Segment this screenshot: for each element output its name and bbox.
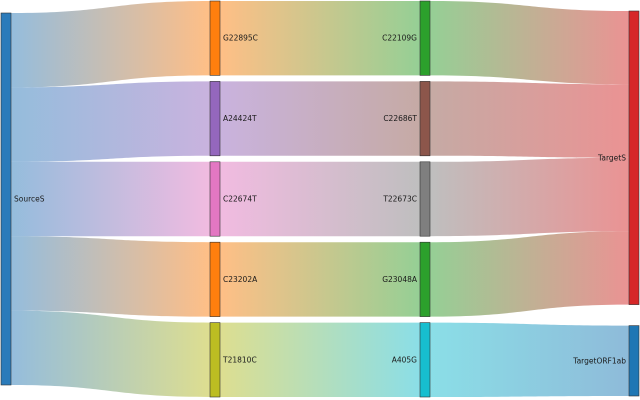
label-TargetS: TargetS xyxy=(597,153,626,162)
label-G22895C: G22895C xyxy=(223,34,258,43)
link-A24424T-to-C22686T xyxy=(220,81,420,156)
node-G22895C xyxy=(209,0,221,76)
label-SourceS: SourceS xyxy=(14,195,45,204)
label-C22674T: C22674T xyxy=(223,195,257,204)
link-G23048A-to-TargetS xyxy=(430,231,629,317)
node-C22686T xyxy=(419,81,431,157)
link-SourceS-to-T21810C xyxy=(11,310,210,397)
node-C22674T xyxy=(209,161,221,237)
link-T21810C-to-A405G xyxy=(220,322,420,397)
node-SourceS xyxy=(0,12,12,386)
label-C22109G: C22109G xyxy=(382,34,417,43)
label-T22673C: T22673C xyxy=(382,195,417,204)
node-C22109G xyxy=(419,0,431,76)
node-G23048A xyxy=(419,241,431,317)
link-A405G-to-TargetORF1ab xyxy=(430,322,629,397)
labels-layer: SourceS G22895C A24424T C22674T C23202A T2181… xyxy=(14,34,626,366)
link-C22109G-to-TargetS xyxy=(430,1,629,85)
link-C23202A-to-G23048A xyxy=(220,242,420,317)
link-SourceS-to-A24424T xyxy=(11,81,210,162)
link-G22895C-to-C22109G xyxy=(220,1,420,76)
link-SourceS-to-C22674T xyxy=(11,161,210,237)
node-A405G xyxy=(419,322,431,398)
node-A24424T xyxy=(209,81,221,157)
node-TargetS xyxy=(628,10,640,305)
link-T22673C-to-TargetS xyxy=(430,157,629,237)
label-C23202A: C23202A xyxy=(223,275,258,284)
link-C22686T-to-TargetS xyxy=(430,81,629,158)
node-TargetORF1ab xyxy=(628,325,640,397)
link-SourceS-to-G22895C xyxy=(11,1,210,88)
link-SourceS-to-C23202A xyxy=(11,236,210,317)
node-T22673C xyxy=(419,161,431,237)
links-layer xyxy=(11,1,629,397)
label-G23048A: G23048A xyxy=(382,275,418,284)
node-T21810C xyxy=(209,322,221,398)
link-C22674T-to-T22673C xyxy=(220,161,420,237)
node-C23202A xyxy=(209,241,221,317)
label-A24424T: A24424T xyxy=(223,114,257,123)
label-C22686T: C22686T xyxy=(383,114,417,123)
label-TargetORF1ab: TargetORF1ab xyxy=(572,356,626,365)
label-A405G: A405G xyxy=(392,355,417,364)
label-T21810C: T21810C xyxy=(222,355,257,364)
